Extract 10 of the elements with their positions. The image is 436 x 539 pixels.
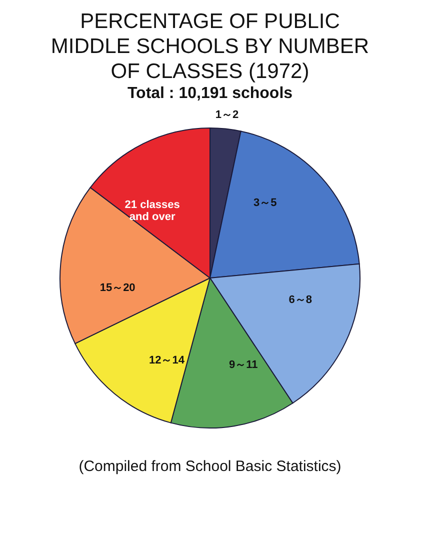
slice-label: 21 classes and over	[124, 199, 180, 224]
chart-subtitle: Total : 10,191 schools	[127, 84, 293, 102]
slice-label: 6～8	[288, 294, 312, 306]
slice-label: 1～2	[215, 108, 239, 121]
text: (Compiled from School Basic Statistics)	[78, 458, 342, 475]
slice-label: 12～14	[149, 354, 186, 366]
slice-label: 9～11	[229, 358, 258, 371]
chart-title: PERCENTAGE OF PUBLIC MIDDLE SCHOOLS BY NUMBER OF CLASSES (1972)	[50, 10, 370, 83]
slice-label: 15～20	[100, 282, 136, 294]
slice-label: 3～5	[254, 197, 277, 210]
